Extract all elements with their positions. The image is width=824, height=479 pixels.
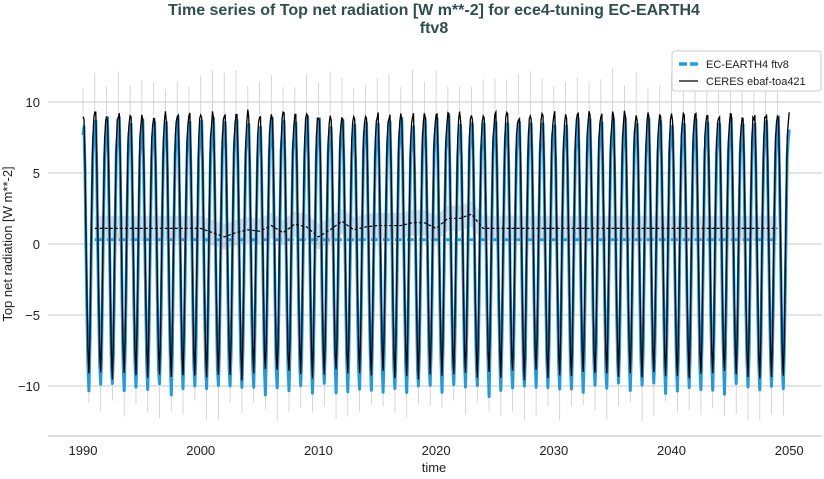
legend-label-ceres: CERES ebaf-toa421 <box>706 76 806 88</box>
x-axis-label: time <box>422 460 447 474</box>
x-tick-labels: 1990 2000 2010 2020 2030 2040 2050 <box>69 443 804 458</box>
ceres-annual-mean-line <box>94 213 778 238</box>
chart-title-line1: Time series of Top net radiation [W m**-… <box>168 2 700 19</box>
legend-label-ec-earth4: EC-EARTH4 ftv8 <box>706 59 789 71</box>
ec-earth4-monthly-line <box>81 114 791 399</box>
x-tick-label: 2030 <box>539 443 568 458</box>
x-tick-label: 2000 <box>186 443 215 458</box>
x-tick-label: 2020 <box>422 443 451 458</box>
y-tick-label: 5 <box>33 166 40 181</box>
legend: EC-EARTH4 ftv8 CERES ebaf-toa421 <box>671 50 822 92</box>
series-lines <box>81 109 791 399</box>
ceres-spread-band <box>94 201 778 250</box>
ceres-monthly-line <box>82 109 790 381</box>
x-tick-label: 2050 <box>775 443 804 458</box>
chart-title-line2: ftv8 <box>420 20 449 37</box>
y-tick-label: 0 <box>33 237 40 252</box>
x-tick-label: 1990 <box>69 443 98 458</box>
y-tick-label: 10 <box>26 95 40 110</box>
y-tick-label: −10 <box>18 379 40 394</box>
y-tick-labels: 10 5 0 −5 −10 <box>18 95 40 394</box>
x-tick-label: 2040 <box>657 443 686 458</box>
legend-box <box>671 50 822 92</box>
y-tick-label: −5 <box>25 308 40 323</box>
y-axis-label: Top net radiation [W m**-2] <box>0 166 15 321</box>
x-tick-label: 2010 <box>304 443 333 458</box>
